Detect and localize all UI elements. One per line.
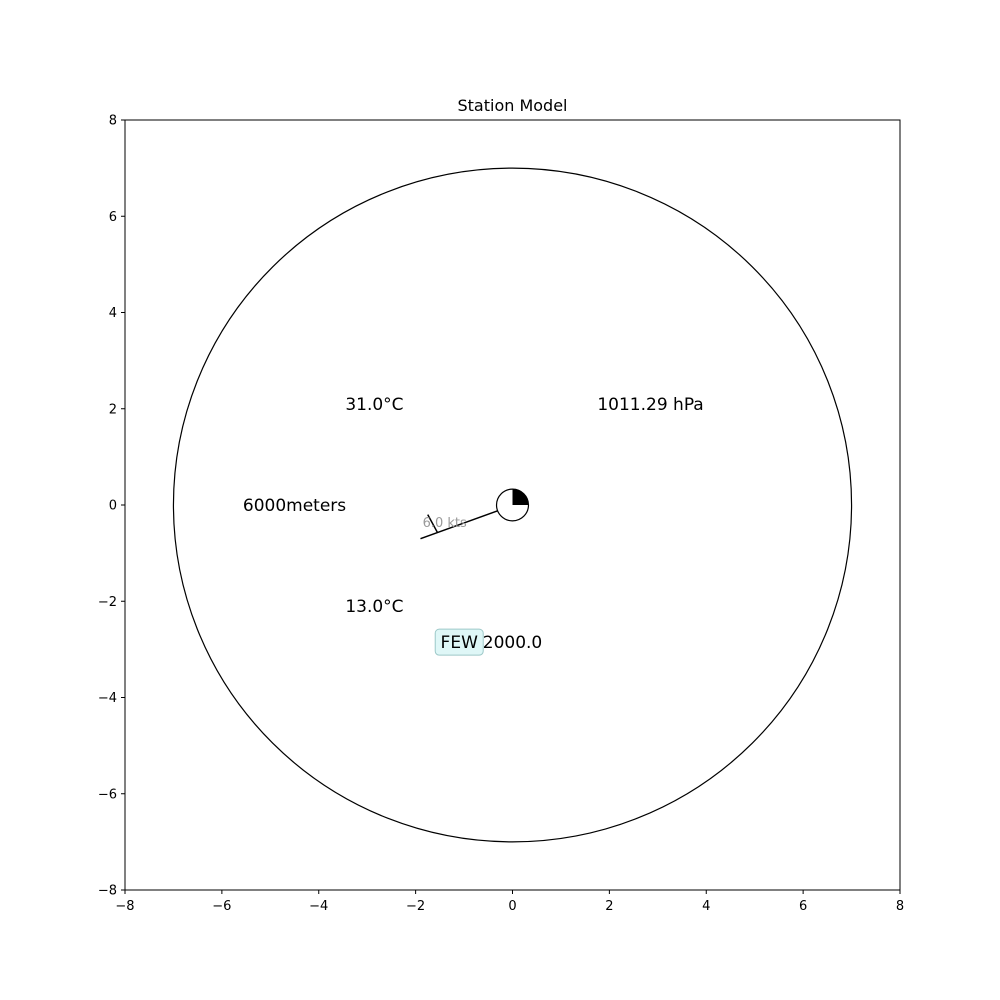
y-tick-label: −6 bbox=[98, 787, 117, 802]
cloud-type-label: FEW bbox=[441, 633, 479, 653]
cloud-cover-wedge bbox=[512, 489, 529, 505]
outer-circle bbox=[172, 167, 853, 843]
x-tick-label: 0 bbox=[508, 899, 516, 914]
pressure-label: 1011.29 hPa bbox=[597, 395, 703, 415]
y-tick-label: 0 bbox=[109, 499, 117, 514]
cloud-height-label: 2000.0 bbox=[483, 633, 542, 653]
y-tick-label: −8 bbox=[98, 884, 117, 899]
x-tick-label: 4 bbox=[702, 899, 710, 914]
wind-barb-shaft bbox=[420, 509, 501, 540]
wind-barb-flag bbox=[427, 514, 439, 533]
axis-ticks: −8 −6 −4 −2 0 2 4 6 8 −8 −6 −4 −2 0 2 4 6 8 bbox=[98, 114, 904, 915]
x-tick-label: −8 bbox=[115, 899, 134, 914]
y-tick-label: −2 bbox=[98, 595, 117, 610]
visibility-label: 6000meters bbox=[243, 496, 346, 516]
y-tick-label: −4 bbox=[98, 691, 117, 706]
station-circle bbox=[495, 488, 530, 522]
wind-speed-label: 6.0 kts bbox=[423, 516, 467, 531]
x-tick-label: 2 bbox=[605, 899, 613, 914]
plot-marks: 6.0 kts FEW 31.0°C 1011.29 hPa 6000meters 13.… bbox=[172, 167, 853, 843]
x-tick-label: 6 bbox=[799, 899, 807, 914]
dewpoint-label: 13.0°C bbox=[345, 597, 403, 617]
x-tick-label: 8 bbox=[896, 899, 904, 914]
x-tick-label: −6 bbox=[212, 899, 231, 914]
cloud-type-box bbox=[434, 628, 484, 656]
x-tick-label: −2 bbox=[406, 899, 425, 914]
y-tick-label: 4 bbox=[109, 306, 117, 321]
chart-title: Station Model bbox=[457, 96, 567, 115]
y-tick-label: 2 bbox=[109, 402, 117, 417]
axes-frame bbox=[124, 119, 901, 891]
x-tick-label: −4 bbox=[309, 899, 328, 914]
temperature-label: 31.0°C bbox=[345, 395, 403, 415]
y-tick-label: 8 bbox=[109, 114, 117, 129]
y-tick-label: 6 bbox=[109, 210, 117, 225]
